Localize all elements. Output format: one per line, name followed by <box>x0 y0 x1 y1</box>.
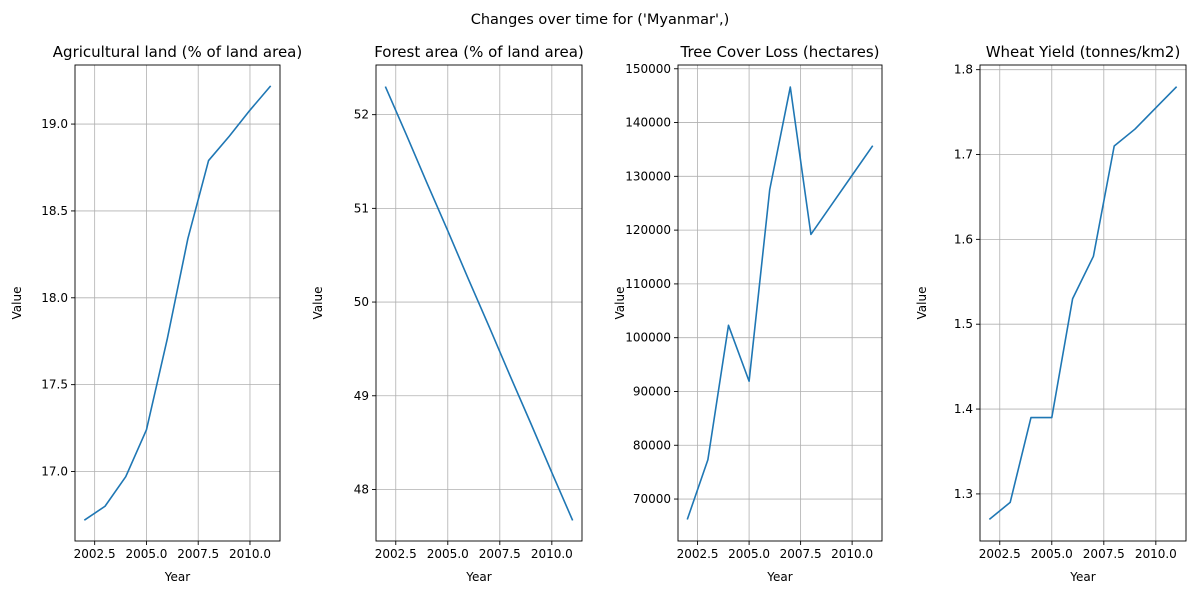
y-tick-label: 70000 <box>633 492 671 506</box>
y-tick-label: 49 <box>354 389 369 403</box>
series-line <box>83 85 272 521</box>
x-tick-label: 2002.5 <box>677 547 719 561</box>
x-tick-label: 2005.0 <box>728 547 770 561</box>
y-axis-label: Value <box>613 287 627 320</box>
y-tick-label: 140000 <box>625 116 671 130</box>
series-line <box>988 86 1178 520</box>
subplot-2: 2002.5 2005.0 2007.5 2010.0 48 49 50 51 52 Forest… <box>311 43 584 584</box>
y-tick-label: 51 <box>354 201 369 215</box>
x-axis-label: Year <box>766 570 792 584</box>
x-tick-label: 2002.5 <box>375 547 417 561</box>
plot-frame <box>979 64 1187 542</box>
x-tick-label: 2007.5 <box>177 547 219 561</box>
y-tick-label: 80000 <box>633 438 671 452</box>
y-tick-label: 17.5 <box>41 378 68 392</box>
y-axis-label: Value <box>311 287 325 320</box>
y-tick-label: 110000 <box>625 277 671 291</box>
y-tick-label: 100000 <box>625 331 671 345</box>
y-tick-label: 90000 <box>633 384 671 398</box>
x-axis-label: Year <box>164 570 190 584</box>
plot-frame <box>677 64 883 542</box>
y-tick-label: 1.6 <box>954 232 973 246</box>
subplot-title: Wheat Yield (tonnes/km2) <box>986 43 1181 61</box>
subplot-3: 2002.5 2005.0 2007.5 2010.0 70000 80000 90000 1… <box>613 43 883 584</box>
x-axis-label: Year <box>465 570 491 584</box>
plot-frame <box>74 64 281 542</box>
figure-suptitle: Changes over time for ('Myanmar',) <box>471 12 730 28</box>
x-tick-label: 2005.0 <box>125 547 167 561</box>
y-axis-label: Value <box>915 287 929 320</box>
subplot-1: 2002.5 2005.0 2007.5 2010.0 17.0 17.5 18.0 18.5… <box>10 43 302 584</box>
x-tick-label: 2002.5 <box>74 547 116 561</box>
y-axis-label: Value <box>10 287 24 320</box>
x-axis-label: Year <box>1069 570 1095 584</box>
subplot-title: Forest area (% of land area) <box>374 43 584 61</box>
x-tick-label: 2007.5 <box>780 547 822 561</box>
y-tick-label: 1.4 <box>954 402 973 416</box>
x-tick-label: 2002.5 <box>979 547 1021 561</box>
y-tick-label: 18.0 <box>41 291 68 305</box>
y-tick-label: 52 <box>354 108 369 122</box>
x-tick-label: 2010.0 <box>531 547 573 561</box>
x-tick-label: 2007.5 <box>1083 547 1125 561</box>
y-tick-label: 1.7 <box>954 148 973 162</box>
x-tick-label: 2010.0 <box>229 547 271 561</box>
x-tick-label: 2010.0 <box>831 547 873 561</box>
x-tick-label: 2007.5 <box>479 547 521 561</box>
y-tick-label: 130000 <box>625 169 671 183</box>
y-tick-label: 17.0 <box>41 465 68 479</box>
subplot-4: 2002.5 2005.0 2007.5 2010.0 1.3 1.4 1.5 1.6 1.7 1… <box>915 43 1187 584</box>
y-tick-label: 18.5 <box>41 204 68 218</box>
series-line <box>384 86 574 521</box>
subplot-title: Agricultural land (% of land area) <box>53 43 302 61</box>
x-tick-label: 2005.0 <box>1031 547 1073 561</box>
y-tick-label: 1.8 <box>954 63 973 77</box>
series-line <box>686 86 874 520</box>
x-tick-label: 2010.0 <box>1135 547 1177 561</box>
y-tick-label: 48 <box>354 482 369 496</box>
y-tick-label: 120000 <box>625 223 671 237</box>
y-tick-label: 50 <box>354 295 369 309</box>
subplot-panels: 2002.5 2005.0 2007.5 2010.0 17.0 17.5 18.0 18.5… <box>10 43 1187 584</box>
y-tick-label: 19.0 <box>41 117 68 131</box>
y-tick-label: 1.5 <box>954 317 973 331</box>
y-tick-label: 150000 <box>625 62 671 76</box>
x-tick-label: 2005.0 <box>427 547 469 561</box>
y-tick-label: 1.3 <box>954 487 973 501</box>
plot-frame <box>375 64 583 542</box>
subplot-title: Tree Cover Loss (hectares) <box>679 43 879 61</box>
